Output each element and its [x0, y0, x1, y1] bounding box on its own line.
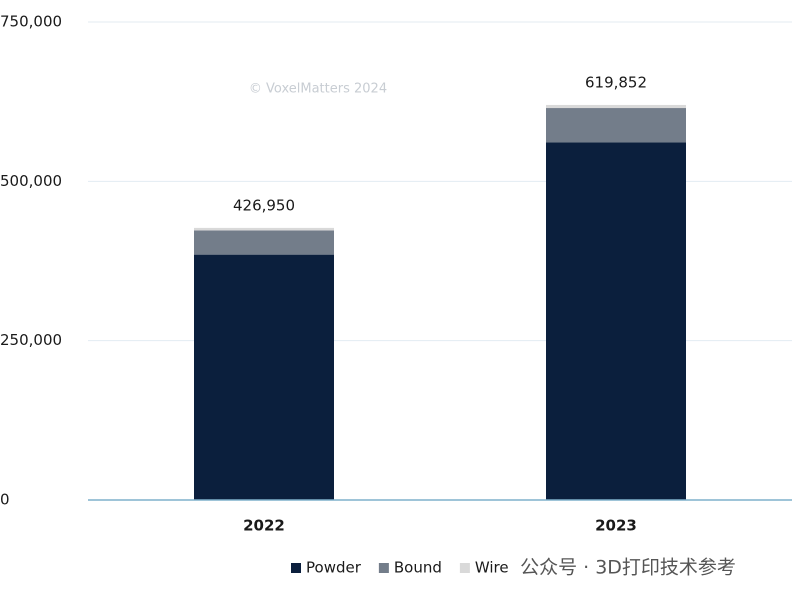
watermark: © VoxelMatters 2024: [249, 82, 387, 97]
bar-segment: [194, 230, 334, 255]
y-tick-label: 0: [0, 491, 10, 509]
overlay-caption: 公众号 · 3D打印技术参考: [520, 557, 736, 579]
total-label: 619,852: [585, 73, 647, 91]
legend-label: Powder: [306, 559, 362, 577]
legend-swatch: [291, 563, 301, 573]
y-tick-label: 750,000: [0, 13, 62, 31]
y-tick-label: 500,000: [0, 172, 62, 190]
bar-segment: [546, 108, 686, 143]
legend-label: Bound: [394, 559, 442, 577]
legend-label: Wire: [475, 559, 509, 577]
bar-segment: [194, 254, 334, 500]
bar-segment: [194, 227, 334, 231]
bar-segment: [546, 142, 686, 500]
legend-swatch: [459, 563, 470, 573]
total-label: 426,950: [233, 196, 295, 214]
x-tick-label: 2023: [595, 517, 637, 535]
x-tick-label: 2022: [243, 517, 285, 535]
y-tick-label: 250,000: [0, 331, 62, 349]
bar-segment: [546, 104, 686, 109]
legend-swatch: [378, 563, 389, 573]
